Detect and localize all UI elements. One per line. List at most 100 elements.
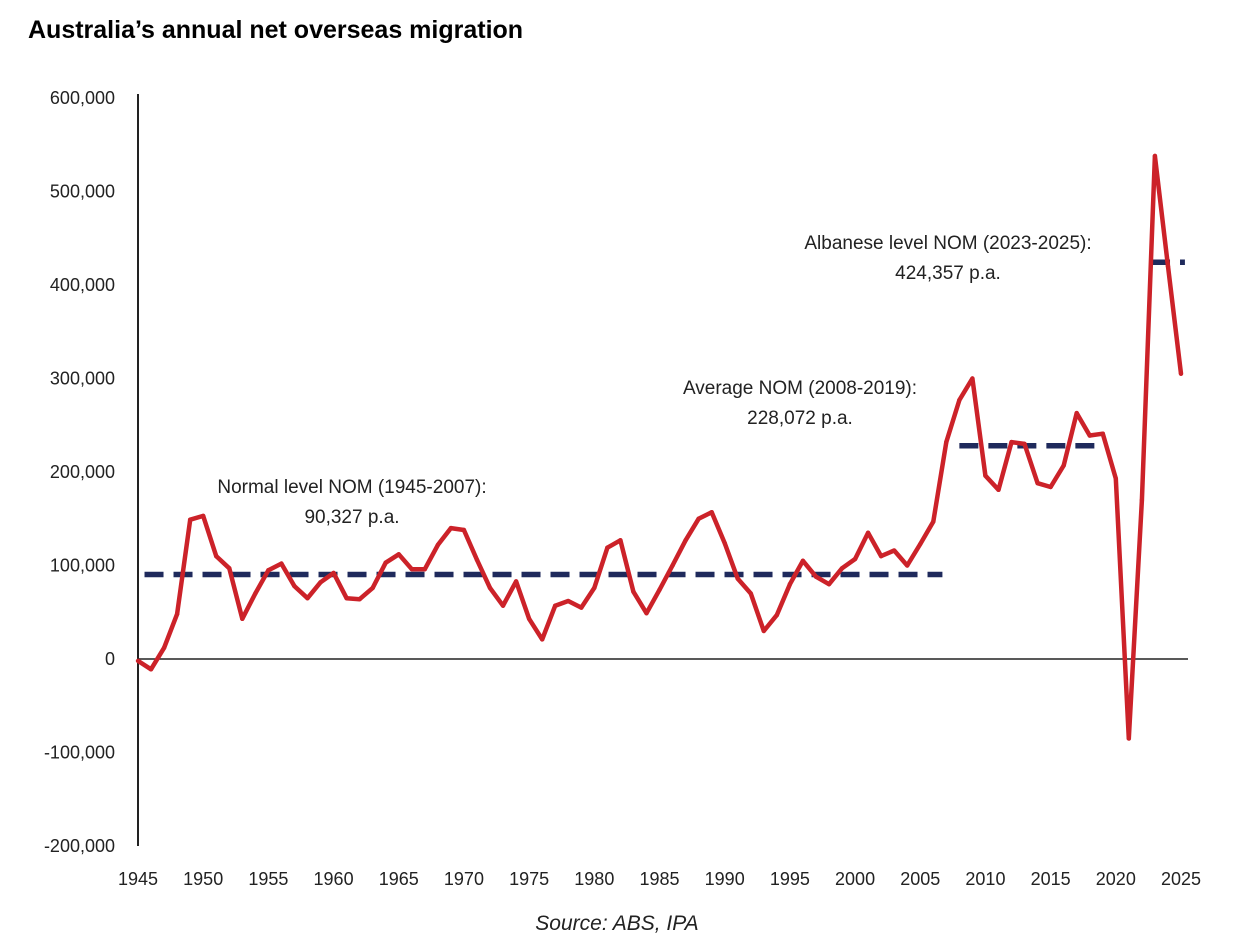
x-tick-label: 1965 [379, 869, 419, 889]
data-point [852, 556, 858, 562]
data-point [709, 510, 714, 515]
data-point [396, 552, 401, 557]
data-point [357, 596, 362, 602]
data-point [787, 582, 793, 587]
data-point [1100, 431, 1105, 436]
data-point [800, 558, 806, 564]
data-point [370, 585, 375, 591]
data-point [135, 658, 141, 664]
data-point [878, 553, 884, 559]
data-point [761, 628, 766, 634]
data-point [1126, 736, 1132, 741]
y-tick-label: 0 [105, 649, 115, 669]
data-point [605, 545, 610, 550]
x-tick-label: 1985 [639, 869, 679, 889]
data-point [292, 583, 297, 589]
data-point [409, 567, 414, 572]
data-point [813, 574, 819, 579]
y-tick-label: -100,000 [44, 743, 115, 763]
data-point [983, 473, 988, 478]
data-point [305, 596, 310, 601]
y-tick-label: 200,000 [50, 462, 115, 482]
annotation-value: 228,072 p.a. [747, 408, 853, 429]
source-text: ABS, IPA [608, 912, 699, 935]
data-point [187, 517, 193, 522]
y-tick-label: 100,000 [50, 556, 115, 576]
data-point [227, 566, 232, 571]
data-point [657, 587, 662, 593]
data-point [553, 603, 558, 608]
data-point [422, 567, 428, 572]
annotation-title: Albanese level NOM (2023-2025): [804, 233, 1091, 254]
data-point [200, 513, 206, 519]
data-point [318, 580, 323, 585]
x-tick-label: 2010 [965, 869, 1005, 889]
data-point [148, 667, 154, 672]
data-point [696, 516, 701, 521]
y-tick-label: -200,000 [44, 836, 115, 856]
data-point [161, 645, 167, 650]
data-point [435, 542, 441, 548]
annotations: Normal level NOM (1945-2007): 90,327 p.a.… [217, 233, 1091, 528]
x-tick-label: 2000 [835, 869, 875, 889]
x-tick-label: 2005 [900, 869, 940, 889]
data-point [474, 557, 480, 563]
data-point [1061, 463, 1066, 468]
data-point [214, 553, 219, 559]
data-point [957, 397, 962, 403]
data-point [891, 548, 897, 553]
data-point [1139, 497, 1145, 503]
data-point [513, 579, 519, 584]
x-tick-label: 1990 [705, 869, 745, 889]
data-point [539, 637, 545, 642]
data-point [865, 530, 871, 535]
average-lines [144, 259, 1185, 578]
annotation-value: 424,357 p.a. [895, 263, 1001, 284]
data-point [487, 585, 493, 591]
data-point [970, 376, 975, 381]
data-point [1048, 484, 1053, 490]
data-point [1178, 371, 1184, 377]
x-tick-label: 1950 [183, 869, 223, 889]
data-point [1113, 476, 1119, 481]
x-tick-label: 1945 [118, 869, 158, 889]
y-tick-label: 500,000 [50, 182, 115, 202]
y-tick-label: 400,000 [50, 275, 115, 295]
series-layer [135, 153, 1184, 741]
data-point [383, 560, 388, 565]
data-point [735, 576, 740, 581]
data-point [1022, 441, 1027, 447]
x-tick-label: 1995 [770, 869, 810, 889]
data-point [174, 611, 180, 617]
data-point [631, 589, 636, 594]
data-point [839, 566, 845, 571]
data-point [826, 582, 832, 587]
data-point [670, 563, 675, 568]
data-point [344, 596, 349, 601]
x-tick-label: 1955 [248, 869, 288, 889]
x-tick-label: 1960 [314, 869, 354, 889]
data-point [331, 570, 336, 576]
data-point [931, 519, 936, 524]
source-label: Source: [535, 912, 607, 935]
data-point [592, 585, 597, 591]
data-point [944, 439, 949, 445]
data-point [918, 541, 923, 547]
data-point [1152, 153, 1158, 159]
data-point [266, 567, 271, 573]
data-point [279, 561, 284, 566]
annotation-title: Normal level NOM (1945-2007): [217, 477, 486, 498]
data-point [500, 603, 506, 608]
data-point [644, 610, 649, 616]
x-tick-label: 1975 [509, 869, 549, 889]
data-point [1165, 264, 1171, 269]
x-tick-label: 2025 [1161, 869, 1201, 889]
data-point [240, 616, 245, 621]
x-tick-label: 2015 [1031, 869, 1071, 889]
x-tick-label: 1980 [574, 869, 614, 889]
data-point [618, 538, 623, 543]
data-point [1009, 439, 1014, 445]
data-point [996, 487, 1001, 492]
data-point [461, 527, 467, 533]
